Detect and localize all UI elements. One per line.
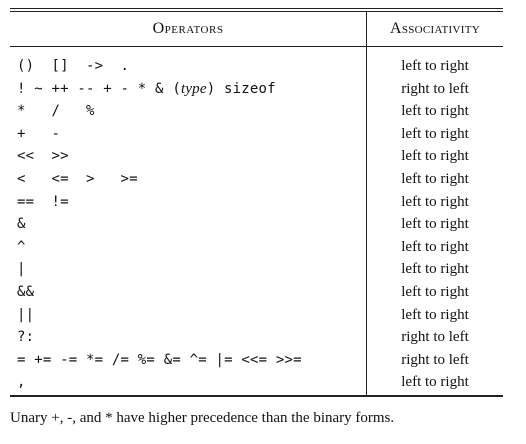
- associativity-cell: left to right: [401, 374, 469, 391]
- associativity-cell: left to right: [401, 148, 469, 165]
- associativity-cell: right to left: [401, 329, 469, 346]
- operators-cell: ^: [17, 238, 26, 255]
- table-row: ^ left to right: [10, 236, 503, 259]
- type-keyword: type: [180, 80, 207, 97]
- associativity-cell: right to left: [401, 351, 469, 368]
- operators-cell: () [] -> .: [17, 58, 130, 74]
- table-row: , left to right: [10, 371, 503, 394]
- operators-cell: * / %: [17, 103, 95, 120]
- operators-cell: == !=: [17, 193, 69, 210]
- associativity-cell: right to left: [401, 80, 469, 97]
- operators-cell: < <= > >=: [17, 170, 138, 187]
- operators-cell: = += -= *= /= %= &= ^= |= <<= >>=: [17, 351, 302, 368]
- table-row: == != left to right: [10, 191, 503, 214]
- operators-cell: ! ~ ++ -- + - * & (type) sizeof: [17, 78, 276, 101]
- table-row: * / % left to right: [10, 100, 503, 123]
- column-divider: [366, 12, 367, 395]
- operators-prefix: ! ~ ++ -- + - * & (: [17, 80, 181, 97]
- operators-cell: ?:: [17, 329, 35, 346]
- table-row: << >> left to right: [10, 145, 503, 168]
- associativity-cell: left to right: [401, 261, 469, 278]
- operators-cell: << >>: [17, 148, 69, 165]
- associativity-cell: left to right: [401, 170, 469, 187]
- associativity-cell: left to right: [401, 103, 469, 120]
- table-row: () [] -> . left to right: [10, 55, 503, 78]
- table-row: + - left to right: [10, 123, 503, 146]
- associativity-cell: left to right: [401, 238, 469, 255]
- associativity-cell: left to right: [401, 283, 469, 300]
- table-row: ! ~ ++ -- + - * & (type) sizeof right to…: [10, 78, 503, 101]
- table-row: & left to right: [10, 213, 503, 236]
- footnote: Unary +, -, and * have higher precedence…: [10, 410, 395, 426]
- table-row: || left to right: [10, 304, 503, 327]
- table-row: && left to right: [10, 281, 503, 304]
- operators-cell: ,: [17, 374, 26, 391]
- operators-cell: &: [17, 216, 26, 233]
- table-row: ?: right to left: [10, 326, 503, 349]
- table-header: Operators Associativity: [10, 12, 503, 47]
- operators-suffix: ) sizeof: [206, 80, 276, 97]
- associativity-cell: left to right: [401, 306, 469, 323]
- operators-cell: ||: [17, 306, 35, 323]
- operators-cell: &&: [17, 283, 35, 300]
- table-row: | left to right: [10, 258, 503, 281]
- table-row: < <= > >= left to right: [10, 168, 503, 191]
- associativity-cell: left to right: [401, 216, 469, 233]
- associativity-cell: left to right: [401, 125, 469, 142]
- header-associativity: Associativity: [389, 20, 480, 37]
- table-body: () [] -> . left to right ! ~ ++ -- + - *…: [10, 55, 503, 394]
- header-operators: Operators: [152, 20, 224, 37]
- associativity-cell: left to right: [401, 193, 469, 210]
- operators-cell: + -: [17, 125, 61, 142]
- operators-cell: |: [17, 261, 26, 278]
- precedence-table: Operators Associativity () [] -> . left …: [10, 8, 503, 397]
- table-row: = += -= *= /= %= &= ^= |= <<= >>= right …: [10, 349, 503, 372]
- associativity-cell: left to right: [401, 58, 469, 74]
